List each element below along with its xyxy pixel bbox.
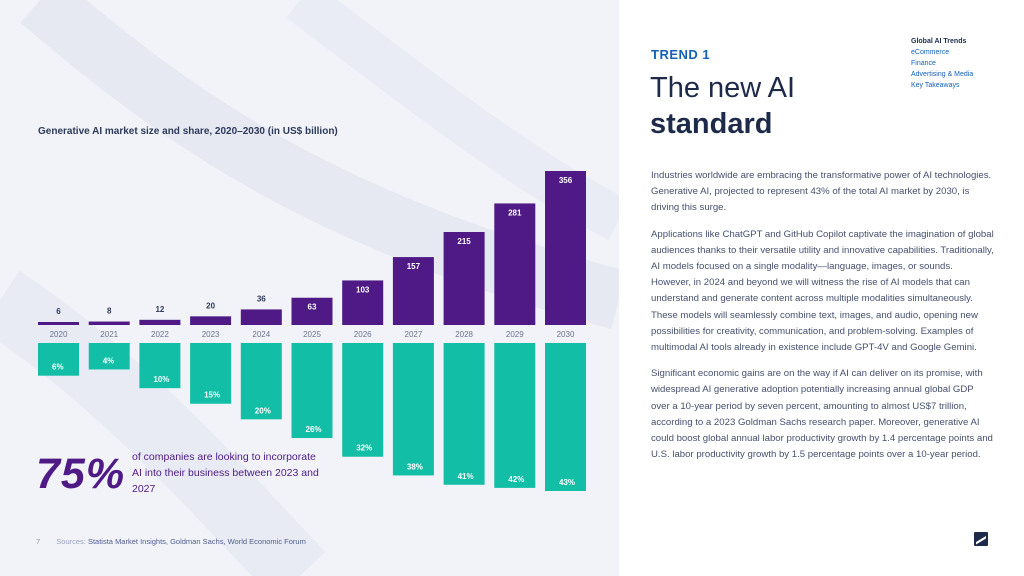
chart-panel: Generative AI market size and share, 202…	[0, 0, 619, 576]
share-bar	[190, 343, 232, 404]
share-bar	[342, 343, 384, 457]
page-heading: The new AI standard	[650, 70, 795, 142]
body-paragraph-3: Significant economic gains are on the wa…	[651, 368, 993, 461]
nav-item-advertising-media[interactable]: Advertising & Media	[911, 71, 974, 78]
year-tick-label: 2029	[506, 330, 524, 339]
share-value-label: 42%	[508, 475, 524, 484]
size-value-label: 215	[457, 237, 471, 246]
share-value-label: 4%	[103, 356, 115, 365]
year-tick-label: 2022	[151, 330, 169, 339]
share-value-label: 15%	[204, 391, 220, 400]
heading-line-2: standard	[650, 108, 773, 140]
year-tick-label: 2023	[202, 330, 220, 339]
size-bar	[392, 257, 434, 325]
share-bar	[291, 343, 333, 439]
page-number: 7	[36, 537, 41, 546]
year-tick-label: 2028	[455, 330, 473, 339]
size-bar	[545, 171, 586, 325]
size-value-label: 157	[407, 262, 421, 271]
share-bar	[443, 343, 485, 485]
chart-title: Generative AI market size and share, 202…	[38, 126, 338, 137]
nav-item-global-ai-trends[interactable]: Global AI Trends	[911, 38, 967, 45]
year-tick-label: 2026	[354, 330, 372, 339]
year-tick-label: 2020	[50, 330, 68, 339]
size-bar	[291, 297, 333, 325]
share-value-label: 26%	[306, 425, 322, 434]
size-value-label: 103	[356, 285, 370, 294]
share-bar	[38, 343, 79, 376]
size-value-label: 281	[508, 208, 522, 217]
size-value-label: 20	[206, 301, 215, 310]
size-bar	[494, 203, 536, 325]
stat-value: 75%	[36, 450, 126, 498]
size-bar	[342, 280, 384, 325]
size-value-label: 6	[56, 307, 61, 316]
sources-list: Statista Market Insights, Goldman Sachs,…	[87, 537, 306, 546]
share-value-label: 20%	[255, 406, 271, 415]
year-tick-label: 2021	[100, 330, 118, 339]
size-bar	[139, 319, 181, 325]
sources-label: Sources:	[56, 537, 86, 546]
share-value-label: 32%	[356, 444, 372, 453]
nav-item-ecommerce[interactable]: eCommerce	[911, 49, 950, 56]
market-bar-chart: 6 2020 6% 8 2021 4% 12 2022 10% 20 2023 15% 36 2024 20…	[38, 171, 586, 491]
size-bar	[38, 322, 79, 325]
size-bar	[190, 316, 232, 325]
size-value-label: 8	[107, 307, 112, 316]
share-value-label: 38%	[407, 462, 423, 471]
share-bar	[139, 343, 181, 389]
footer: 7 Sources: Statista Market Insights, Gol…	[36, 537, 306, 546]
share-bar	[494, 343, 536, 488]
share-value-label: 6%	[52, 363, 64, 372]
size-bar	[88, 321, 130, 325]
heading-line-1: The new AI	[650, 72, 796, 104]
body-text: Industries worldwide are embracing the t…	[651, 168, 994, 473]
size-value-label: 12	[155, 305, 164, 314]
section-nav: Global AI Trends eCommerce Finance Adver…	[911, 36, 973, 91]
share-value-label: 41%	[458, 472, 474, 481]
body-paragraph-1: Industries worldwide are embracing the t…	[651, 170, 992, 214]
share-value-label: 43%	[559, 478, 575, 487]
size-value-label: 356	[559, 176, 573, 185]
share-value-label: 10%	[153, 375, 169, 384]
size-bar	[443, 231, 485, 325]
nav-item-key-takeaways[interactable]: Key Takeaways	[911, 82, 960, 89]
share-bar	[545, 343, 586, 491]
share-bar	[240, 343, 282, 420]
size-value-label: 36	[257, 294, 266, 303]
year-tick-label: 2027	[405, 330, 423, 339]
year-tick-label: 2025	[303, 330, 321, 339]
brand-logo-icon	[974, 532, 988, 546]
share-bar	[88, 343, 130, 370]
year-tick-label: 2030	[557, 330, 575, 339]
stat-description: of companies are looking to incorporate …	[132, 451, 319, 495]
size-bar	[240, 309, 282, 325]
nav-item-finance[interactable]: Finance	[911, 60, 936, 67]
year-tick-label: 2024	[252, 330, 270, 339]
size-value-label: 63	[308, 303, 317, 312]
trend-label: TREND 1	[651, 47, 711, 62]
body-paragraph-2: Applications like ChatGPT and GitHub Cop…	[651, 228, 994, 354]
share-bar	[392, 343, 434, 476]
